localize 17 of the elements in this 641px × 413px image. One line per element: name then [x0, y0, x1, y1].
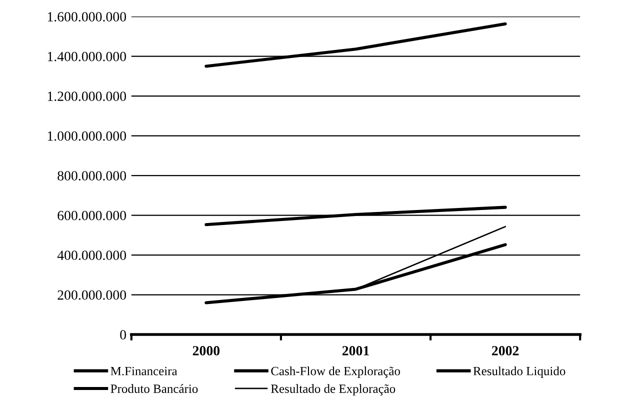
- y-tick-label: 1.400.000.000: [48, 52, 126, 62]
- legend-label: Resultado Liquido: [473, 366, 566, 378]
- legend-label: M.Financeira: [110, 366, 178, 376]
- legend-label: Cash-Flow de Exploração: [271, 366, 400, 378]
- y-tick-label: 400.000.000: [57, 250, 126, 260]
- x-tick-label: 2000: [192, 346, 220, 356]
- y-tick-label: 1.600.000.000: [48, 12, 126, 22]
- y-tick-label: 800.000.000: [58, 171, 126, 181]
- y-tick-label: 1.200.000.000: [48, 92, 126, 102]
- legend-label: Resultado de Exploração: [271, 384, 396, 396]
- x-tick-label: 2001: [342, 346, 369, 356]
- x-tick-label: 2002: [492, 346, 519, 356]
- y-tick-label: 200.000.000: [58, 290, 126, 300]
- legend-label: Produto Bancário: [110, 384, 198, 393]
- y-tick-label: 600.000.000: [58, 210, 126, 220]
- y-tick-label: 1.000.000.000: [48, 131, 126, 141]
- y-tick-label: 0: [120, 330, 126, 340]
